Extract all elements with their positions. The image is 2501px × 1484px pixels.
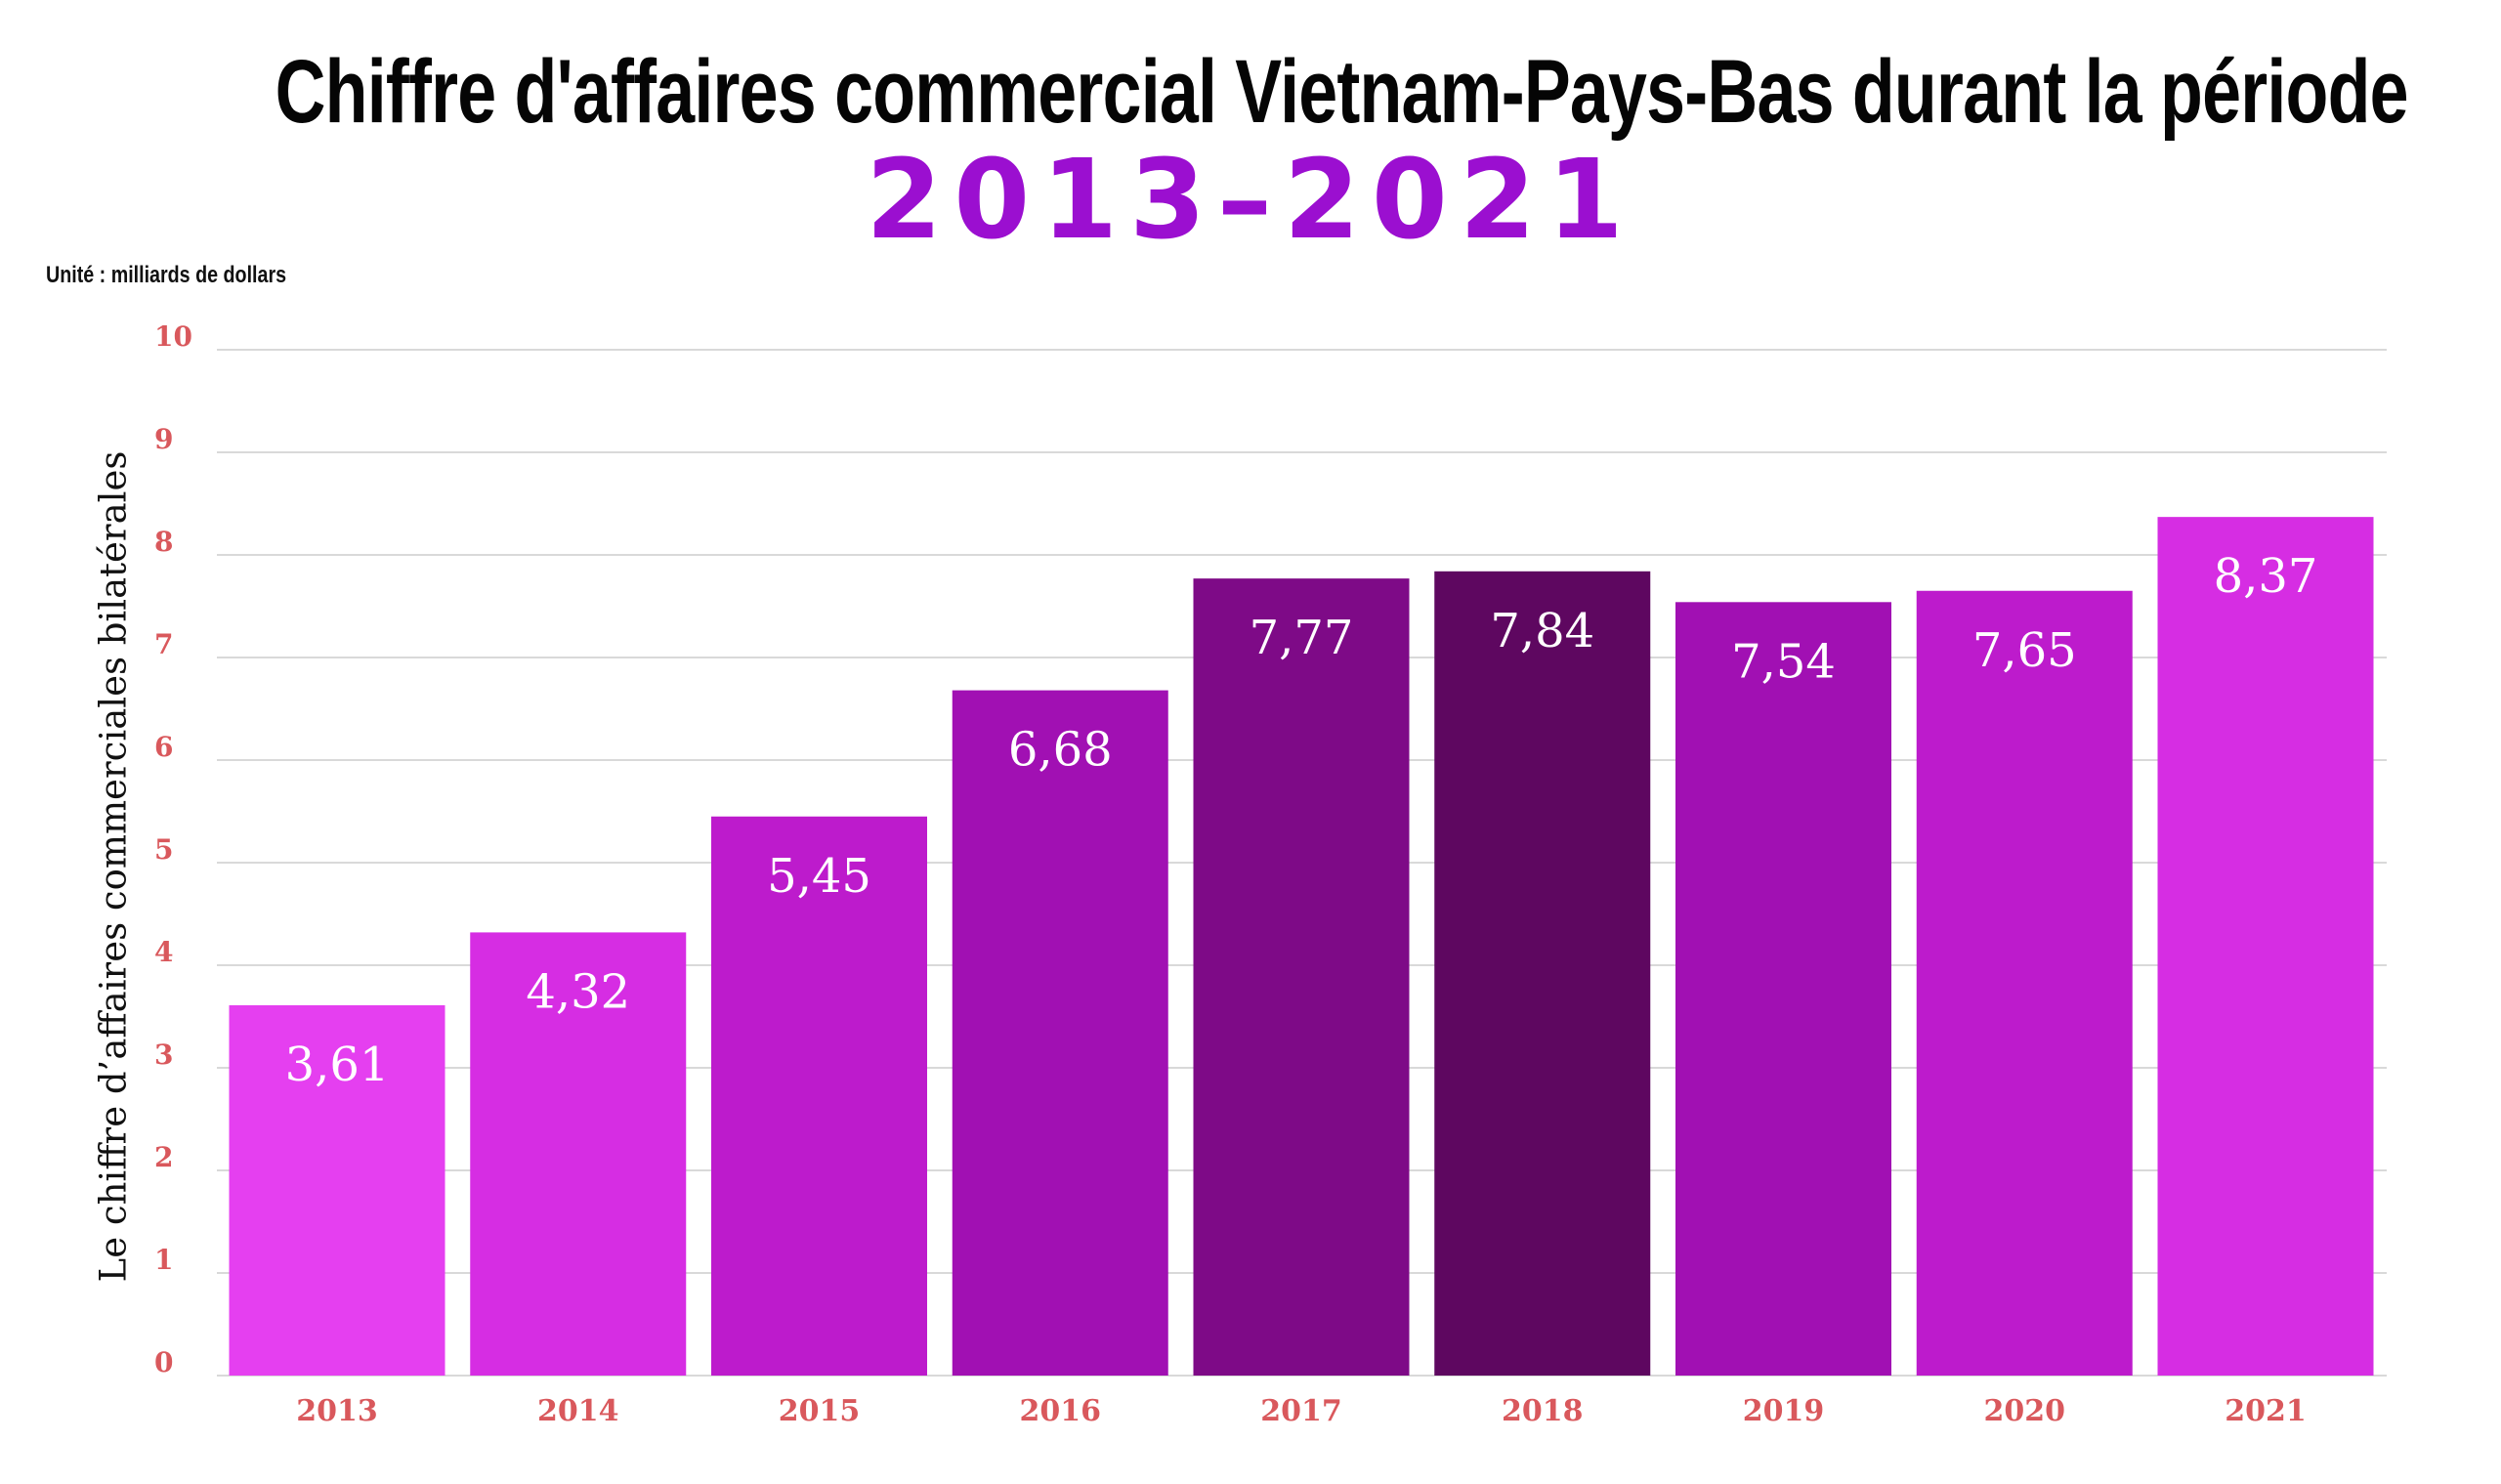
y-tick-label: 6 (154, 731, 173, 763)
chart-subtitle: 2013–2021 (866, 137, 1635, 264)
x-tick-label: 2018 (1502, 1394, 1584, 1428)
y-tick-label: 2 (154, 1141, 173, 1173)
bar-2016 (952, 690, 1168, 1376)
x-tick-label: 2013 (296, 1394, 378, 1428)
bar-2013 (229, 1004, 445, 1376)
y-tick-label: 1 (154, 1244, 173, 1276)
data-label-2015: 5,45 (767, 849, 871, 904)
x-tick-label: 2016 (1020, 1394, 1102, 1428)
bar-2020 (1916, 590, 2133, 1376)
y-tick-label: 0 (154, 1346, 173, 1378)
data-label-2017: 7,77 (1250, 611, 1354, 665)
x-tick-label: 2020 (1984, 1394, 2066, 1428)
y-tick-label: 10 (154, 320, 192, 353)
data-label-2020: 7,65 (1972, 623, 2077, 678)
y-tick-label: 8 (154, 526, 173, 558)
data-label-2019: 7,54 (1731, 634, 1836, 689)
bar-2019 (1675, 602, 1891, 1376)
data-label-2014: 4,32 (526, 964, 630, 1019)
data-label-2013: 3,61 (285, 1038, 390, 1092)
data-label-2021: 8,37 (2214, 549, 2318, 604)
bar-2018 (1434, 571, 1651, 1376)
x-axis-ticks: 2013 2014 2015 2016 2017 2018 2019 2020 2021 (296, 1394, 2307, 1428)
x-tick-label: 2021 (2225, 1394, 2307, 1428)
y-tick-label: 5 (154, 833, 173, 866)
unit-note: Unité : milliards de dollars (46, 262, 287, 288)
data-label-2016: 6,68 (1008, 723, 1113, 778)
bars (229, 517, 2374, 1376)
data-label-2018: 7,84 (1490, 604, 1594, 658)
y-axis-ticks: 0 1 2 3 4 5 6 7 8 9 10 (154, 320, 192, 1378)
y-tick-label: 3 (154, 1039, 173, 1071)
y-tick-label: 4 (154, 936, 173, 968)
x-tick-label: 2014 (537, 1394, 619, 1428)
x-tick-label: 2019 (1743, 1394, 1825, 1428)
bar-2017 (1193, 578, 1410, 1376)
x-tick-label: 2017 (1260, 1394, 1342, 1428)
y-tick-label: 7 (154, 628, 173, 660)
x-tick-label: 2015 (779, 1394, 861, 1428)
bar-2021 (2157, 517, 2374, 1376)
y-tick-label: 9 (154, 423, 173, 455)
chart-title: Chiffre d'affaires commercial Vietnam-Pa… (275, 42, 2409, 142)
bar-2015 (711, 816, 927, 1376)
bar-2014 (470, 932, 687, 1376)
data-labels: 3,61 4,32 5,45 6,68 7,77 7,84 7,54 7,65 8,37 (285, 549, 2318, 1092)
